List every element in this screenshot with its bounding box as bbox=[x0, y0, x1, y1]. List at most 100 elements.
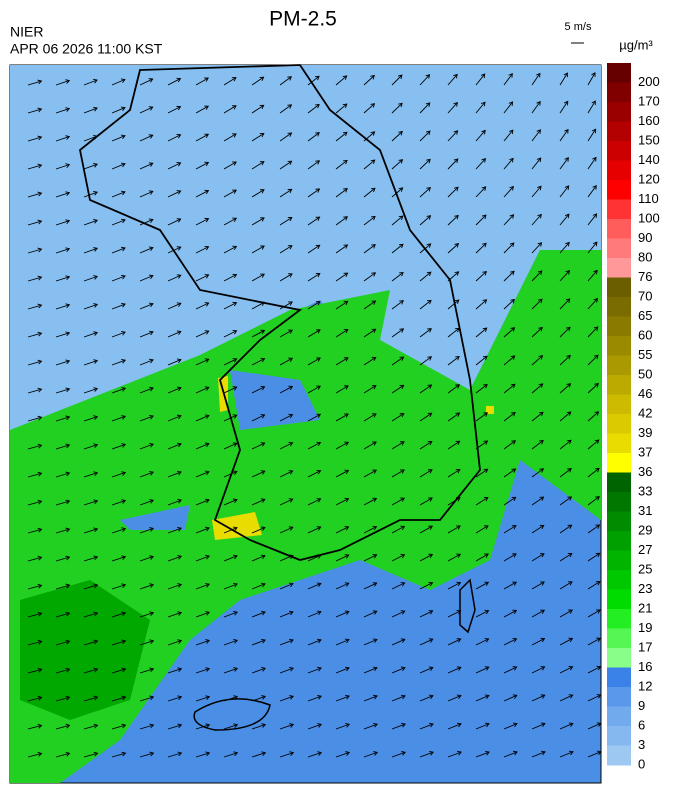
wind-arrow-head bbox=[343, 216, 349, 221]
wind-arrow-head bbox=[176, 77, 182, 83]
wind-arrow bbox=[419, 582, 433, 590]
wind-arrow bbox=[139, 724, 154, 730]
wind-arrow-head bbox=[260, 582, 266, 588]
wind-arrow-head bbox=[205, 554, 210, 560]
wind-arrow-head bbox=[65, 79, 71, 84]
wind-arrow-head bbox=[93, 134, 98, 140]
colorbar-label: 33 bbox=[638, 483, 652, 498]
wind-arrow bbox=[391, 497, 405, 506]
wind-arrow bbox=[419, 215, 431, 226]
wind-arrow bbox=[83, 612, 98, 618]
wind-arrow-head bbox=[454, 214, 459, 220]
wind-arrow-head bbox=[370, 131, 376, 136]
wind-arrow bbox=[307, 752, 322, 758]
wind-arrow-head bbox=[204, 442, 210, 448]
wind-arrow bbox=[391, 582, 405, 590]
wind-arrow-head bbox=[149, 695, 155, 701]
wind-arrow bbox=[307, 442, 321, 450]
wind-arrow bbox=[559, 157, 569, 170]
wind-arrow-head bbox=[567, 468, 572, 473]
colorbar-label: 31 bbox=[638, 503, 652, 518]
colorbar-cell bbox=[607, 472, 631, 493]
colorbar-cell bbox=[607, 726, 631, 746]
wind-arrow-head bbox=[231, 105, 237, 110]
wind-arrow bbox=[503, 158, 514, 170]
wind-arrow bbox=[55, 80, 70, 86]
wind-arrow-head bbox=[93, 611, 99, 617]
wind-arrow-head bbox=[93, 415, 99, 420]
wind-arrow-head bbox=[289, 695, 295, 700]
wind-arrow-head bbox=[261, 723, 267, 728]
wind-arrow bbox=[167, 106, 181, 114]
wind-arrow bbox=[307, 104, 320, 114]
wind-arrow-head bbox=[595, 496, 600, 501]
wind-arrow bbox=[363, 159, 376, 170]
wind-arrow-head bbox=[37, 751, 43, 757]
wind-arrow-head bbox=[233, 639, 238, 644]
wind-arrow bbox=[531, 101, 541, 114]
wind-arrow-head bbox=[400, 469, 405, 474]
wind-arrow-head bbox=[425, 74, 431, 79]
wind-arrow-head bbox=[93, 219, 98, 224]
wind-arrow bbox=[83, 388, 98, 394]
wind-arrow-head bbox=[428, 694, 434, 700]
wind-arrow bbox=[27, 612, 42, 618]
wind-arrow bbox=[251, 583, 266, 590]
wind-arrow-head bbox=[455, 469, 461, 474]
wind-arrow-head bbox=[65, 527, 71, 533]
wind-arrow bbox=[559, 411, 572, 422]
wind-arrow bbox=[503, 525, 517, 534]
wind-arrow bbox=[587, 552, 600, 562]
wind-arrow bbox=[139, 134, 153, 142]
wind-arrow-head bbox=[563, 72, 568, 78]
wind-arrow-head bbox=[566, 326, 571, 332]
wind-arrow bbox=[139, 556, 154, 562]
wind-arrow-head bbox=[149, 583, 155, 588]
wind-arrow bbox=[531, 157, 542, 170]
wind-arrow-head bbox=[204, 386, 210, 391]
colorbar-label: 27 bbox=[638, 542, 652, 557]
wind-arrow-head bbox=[204, 161, 210, 167]
wind-arrow-head bbox=[177, 498, 182, 504]
wind-arrow-head bbox=[37, 359, 43, 365]
wind-arrow bbox=[419, 695, 434, 702]
wind-arrow bbox=[307, 526, 321, 534]
wind-arrow-head bbox=[148, 274, 154, 280]
wind-arrow-head bbox=[232, 245, 238, 251]
wind-arrow-head bbox=[371, 328, 377, 334]
wind-arrow-head bbox=[456, 609, 462, 615]
wind-arrow bbox=[223, 499, 238, 506]
wind-arrow bbox=[139, 247, 154, 254]
wind-arrow-head bbox=[371, 356, 377, 362]
wind-arrow bbox=[167, 555, 182, 562]
wind-arrow bbox=[111, 219, 126, 226]
wind-arrow-head bbox=[483, 497, 489, 502]
wind-arrow-head bbox=[568, 722, 574, 727]
wind-arrow-head bbox=[592, 213, 598, 218]
colorbar-cell bbox=[607, 355, 631, 376]
wind-arrow bbox=[475, 158, 486, 170]
wind-arrow-head bbox=[482, 327, 488, 332]
wind-arrow-head bbox=[232, 526, 238, 532]
wind-arrow-head bbox=[93, 303, 99, 308]
wind-arrow-head bbox=[540, 722, 546, 728]
wind-arrow bbox=[83, 668, 98, 674]
wind-arrow bbox=[27, 753, 42, 758]
wind-arrow-head bbox=[512, 722, 518, 728]
wind-arrow-head bbox=[564, 157, 569, 162]
wind-arrow bbox=[139, 387, 154, 394]
wind-arrow bbox=[279, 301, 293, 310]
wind-arrow bbox=[475, 638, 489, 646]
wind-arrow bbox=[111, 163, 126, 170]
wind-arrow bbox=[55, 108, 70, 114]
wind-arrow bbox=[531, 666, 545, 674]
wind-arrow-head bbox=[65, 751, 71, 757]
wind-arrow bbox=[251, 527, 266, 534]
wind-arrow-head bbox=[233, 695, 239, 700]
wind-arrow-head bbox=[456, 694, 462, 700]
wind-arrow-head bbox=[400, 525, 406, 531]
colorbar-label: 37 bbox=[638, 444, 652, 459]
wind-arrow bbox=[587, 185, 597, 198]
wind-arrow-head bbox=[315, 103, 320, 109]
wind-arrow-head bbox=[315, 244, 321, 250]
